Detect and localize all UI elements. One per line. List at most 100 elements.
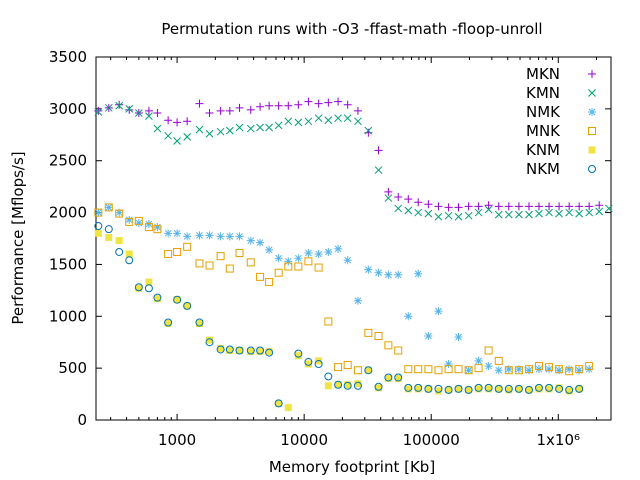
data-point: [545, 202, 554, 211]
data-point: [144, 106, 153, 115]
data-point: [284, 262, 293, 271]
data-point: [125, 250, 133, 258]
data-point: [334, 244, 343, 253]
data-point: [173, 247, 182, 256]
legend-marker: [588, 127, 596, 135]
data-point: [115, 237, 123, 245]
data-point: [164, 229, 173, 238]
data-point: [247, 348, 255, 356]
data-point: [454, 365, 463, 374]
legend-label: NMK: [526, 103, 561, 121]
data-point: [575, 385, 583, 393]
data-point: [464, 385, 473, 394]
data-point: [225, 232, 234, 241]
data-point: [464, 202, 473, 211]
data-point: [173, 118, 182, 127]
data-point: [484, 346, 493, 355]
data-point: [404, 365, 413, 374]
data-point: [404, 312, 413, 321]
data-point: [195, 320, 203, 328]
data-point: [494, 356, 503, 365]
data-point: [164, 320, 172, 328]
data-point: [343, 114, 352, 123]
data-point: [235, 103, 244, 112]
data-point: [195, 259, 204, 268]
data-point: [153, 293, 162, 302]
data-point: [364, 265, 373, 274]
data-point: [94, 108, 103, 116]
data-point: [595, 201, 604, 210]
data-point: [104, 203, 113, 212]
legend-label: KMN: [526, 84, 560, 102]
data-point: [394, 375, 402, 383]
data-point: [374, 382, 383, 391]
x-tick-label: 10000: [280, 431, 328, 449]
data-point: [274, 399, 283, 408]
data-point: [595, 207, 604, 216]
data-point: [134, 218, 143, 227]
data-point: [494, 210, 503, 219]
data-point: [514, 202, 523, 211]
data-point: [454, 333, 463, 342]
legend-marker: [588, 89, 596, 97]
data-point: [94, 229, 102, 237]
data-point: [394, 373, 403, 382]
y-axis-label: Performance [Mflops/s]: [9, 151, 27, 324]
data-point: [404, 385, 412, 393]
data-point: [404, 206, 413, 215]
y-tick-label: 1500: [49, 255, 87, 273]
data-point: [504, 202, 513, 211]
data-point: [444, 211, 453, 220]
data-point: [374, 268, 383, 277]
data-point: [216, 106, 225, 115]
legend-label: NKM: [526, 160, 560, 178]
data-point: [164, 131, 172, 140]
data-point: [226, 347, 234, 355]
data-point: [364, 128, 373, 137]
data-point: [534, 202, 543, 211]
data-point: [125, 256, 134, 265]
series-nmk: [94, 203, 594, 375]
data-point: [125, 105, 134, 113]
data-point: [534, 383, 543, 392]
data-point: [535, 385, 543, 393]
data-point: [135, 284, 143, 292]
data-point: [454, 212, 463, 221]
x-tick-label: 100000: [403, 431, 460, 449]
data-point: [504, 365, 513, 374]
data-point: [294, 100, 303, 109]
data-point: [183, 301, 192, 310]
series-mnk: [94, 203, 594, 376]
data-point: [216, 232, 225, 241]
data-point: [115, 247, 124, 256]
data-point: [424, 331, 433, 340]
legend-marker: [588, 70, 596, 78]
data-point: [216, 345, 225, 354]
data-point: [246, 105, 255, 114]
x-axis-label: Memory footprint [Kb]: [269, 458, 435, 476]
data-point: [324, 382, 332, 390]
data-point: [534, 362, 543, 371]
data-point: [514, 384, 523, 393]
data-point: [464, 366, 473, 375]
data-marks: [94, 97, 613, 412]
data-point: [94, 208, 103, 217]
data-point: [485, 385, 493, 393]
data-point: [256, 348, 264, 356]
data-point: [115, 101, 124, 110]
y-tick-label: 3000: [49, 100, 87, 118]
data-point: [225, 126, 234, 135]
data-point: [384, 194, 393, 202]
data-point: [424, 200, 433, 209]
data-point: [555, 209, 563, 218]
series-nkm: [94, 222, 584, 408]
data-point: [265, 348, 273, 356]
data-point: [284, 404, 292, 412]
chart-title: Permutation runs with -O3 -ffast-math -f…: [161, 20, 542, 38]
data-point: [515, 210, 523, 219]
data-point: [105, 233, 113, 241]
data-point: [343, 100, 352, 109]
data-point: [484, 201, 493, 210]
data-point: [314, 263, 323, 272]
